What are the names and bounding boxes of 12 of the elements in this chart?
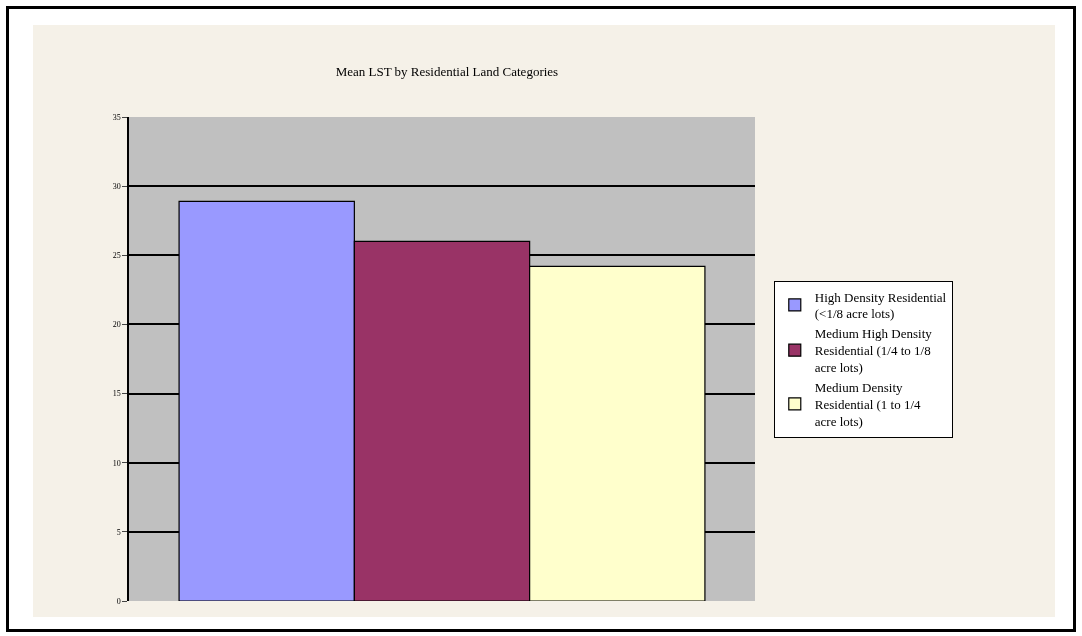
legend-label: Medium Density Residential (1 to 1/4 acre lots) [814,380,922,429]
legend-label: Medium High Density Residential (1/4 to 1/8 acre lots) [814,326,933,376]
y-tick-label: 20 [112,320,121,330]
y-tick-label: 5 [116,527,121,537]
y-tick-label: 10 [112,458,121,468]
legend-label: High Density Residential (<1/8 acre lots) [814,289,947,322]
y-tick-label: 30 [112,181,121,191]
y-tick-label: 25 [112,251,121,261]
chart-title: Mean LST by Residential Land Categories [335,63,559,79]
y-tick-label: 15 [112,389,121,399]
y-tick-label: 0 [116,596,121,606]
y-tick-label: 35 [112,112,121,122]
